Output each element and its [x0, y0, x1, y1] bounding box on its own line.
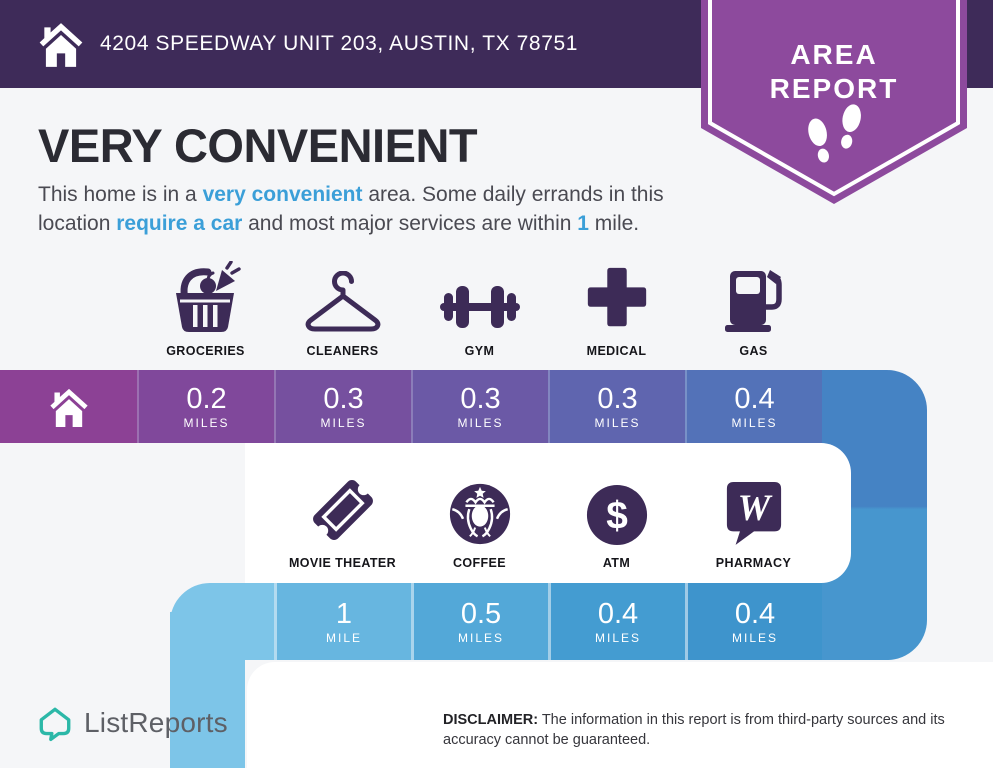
distance-unit: MILES: [320, 415, 367, 430]
poi-cleaners: CLEANERS: [274, 252, 411, 358]
distance-unit: MILE: [325, 630, 362, 645]
distance-value: 0.3: [323, 382, 364, 415]
distance-unit: MILES: [457, 415, 504, 430]
area-report-badge: AREA REPORT: [700, 0, 968, 208]
groceries-icon: [175, 261, 241, 332]
poi-label: CLEANERS: [306, 344, 379, 358]
distance-segment-medical: 0.3 MILES: [548, 370, 685, 443]
movie-ticket-icon: [312, 480, 373, 540]
distance-value: 1: [335, 597, 353, 630]
poi-groceries: GROCERIES: [137, 252, 274, 358]
distance-unit: MILES: [594, 415, 641, 430]
coffee-siren-icon: [449, 483, 510, 545]
distance-value: 0.3: [460, 382, 501, 415]
footer-card: [247, 662, 993, 768]
distance-value: 0.4: [597, 597, 639, 630]
gas-icon: [724, 270, 782, 332]
distance-value: 0.3: [597, 382, 638, 415]
distance-unit: MILES: [731, 415, 778, 430]
poi-gas: GAS: [685, 252, 822, 358]
poi-label: COFFEE: [452, 556, 507, 570]
poi-gym: GYM: [411, 252, 548, 358]
poi-label: MEDICAL: [586, 344, 647, 358]
distance-unit: MILES: [731, 630, 778, 645]
badge-line2: REPORT: [770, 73, 899, 104]
summary-text: This home is in a very convenient area. …: [38, 183, 664, 235]
gym-icon: [439, 286, 520, 328]
poi-coffee: COFFEE: [411, 462, 548, 570]
distance-segment-groceries: 0.2 MILES: [137, 370, 274, 443]
distance-segment-movie-theater: 1 MILE: [274, 583, 411, 660]
home-icon: [36, 21, 86, 72]
svg-text:$: $: [606, 495, 628, 538]
poi-label: ATM: [602, 556, 631, 570]
distance-segment-gas: 0.4 MILES: [685, 370, 822, 443]
distance-bar-row2: 1 MILE 0.5 MILES 0.4 MILES 0.4 MILES: [170, 583, 822, 660]
listreports-house-icon: [39, 707, 71, 742]
home-segment: [0, 370, 137, 443]
disclaimer-label: DISCLAIMER:: [443, 712, 539, 728]
poi-label: GROCERIES: [166, 344, 245, 358]
distance-segment-coffee: 0.5 MILES: [411, 583, 548, 660]
pharmacy-w-icon: W: [726, 482, 781, 545]
badge-line1: AREA: [790, 39, 877, 70]
atm-dollar-icon: $: [586, 484, 647, 546]
distance-segment-pharmacy: 0.4 MILES: [685, 583, 822, 660]
poi-label: PHARMACY: [715, 556, 792, 570]
home-icon: [49, 388, 88, 427]
page-title: VERY CONVENIENT: [38, 119, 478, 172]
route-curve-left: [170, 583, 274, 660]
disclaimer-body: The information in this report is from t…: [443, 712, 945, 749]
distance-value: 0.2: [186, 382, 227, 415]
badge-shape: [701, 0, 967, 204]
poi-pharmacy: W PHARMACY: [685, 462, 822, 570]
distance-unit: MILES: [457, 630, 504, 645]
distance-segment-cleaners: 0.3 MILES: [274, 370, 411, 443]
brand-name: ListReports: [84, 707, 228, 738]
distance-value: 0.5: [460, 597, 502, 630]
distance-segment-atm: 0.4 MILES: [548, 583, 685, 660]
footprints-icon: [808, 104, 861, 163]
poi-label: GAS: [739, 344, 768, 358]
cleaners-icon: [305, 271, 380, 332]
poi-medical: MEDICAL: [548, 252, 685, 358]
medical-icon: [587, 267, 646, 327]
poi-atm: $ ATM: [548, 462, 685, 570]
distance-bar-row1: 0.2 MILES 0.3 MILES 0.3 MILES 0.3 MILES …: [0, 370, 822, 443]
poi-label: MOVIE THEATER: [288, 556, 397, 570]
distance-value: 0.4: [734, 382, 775, 415]
listreports-logo: ListReports: [36, 704, 228, 742]
distance-value: 0.4: [734, 597, 776, 630]
distance-unit: MILES: [594, 630, 641, 645]
distance-segment-gym: 0.3 MILES: [411, 370, 548, 443]
svg-text:W: W: [737, 487, 772, 528]
poi-label: GYM: [464, 344, 495, 358]
property-address: 4204 SPEEDWAY UNIT 203, AUSTIN, TX 78751: [100, 32, 579, 55]
distance-unit: MILES: [183, 415, 230, 430]
disclaimer-text: DISCLAIMER: The information in this repo…: [443, 710, 961, 751]
poi-movie-theater: MOVIE THEATER: [274, 462, 411, 570]
